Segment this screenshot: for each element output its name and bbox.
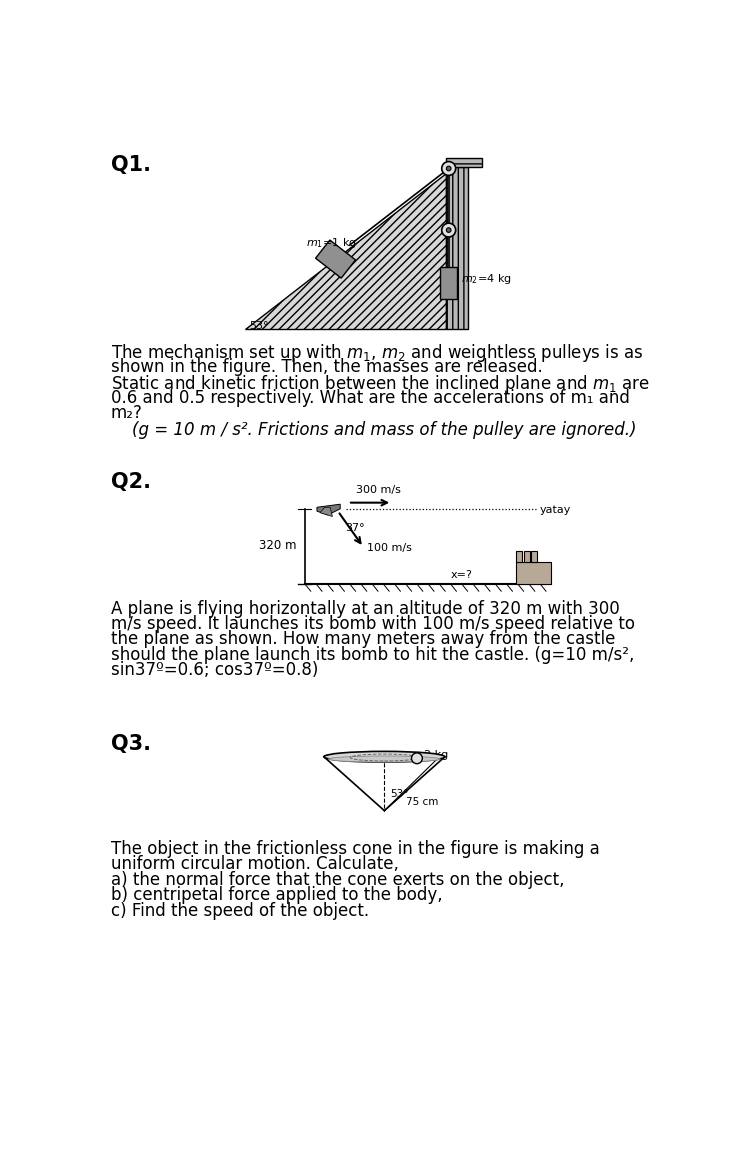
Polygon shape	[516, 562, 551, 583]
Text: shown in the figure. Then, the masses are released.: shown in the figure. Then, the masses ar…	[111, 358, 542, 375]
Text: uniform circular motion. Calculate,: uniform circular motion. Calculate,	[111, 855, 399, 874]
Text: a) the normal force that the cone exerts on the object,: a) the normal force that the cone exerts…	[111, 870, 564, 889]
Text: m/s speed. It launches its bomb with 100 m/s speed relative to: m/s speed. It launches its bomb with 100…	[111, 615, 634, 633]
Text: 320 m: 320 m	[260, 540, 297, 552]
Polygon shape	[532, 551, 538, 562]
Circle shape	[442, 162, 456, 176]
Text: 2 kg: 2 kg	[424, 751, 448, 760]
Text: 100 m/s: 100 m/s	[368, 543, 413, 554]
Polygon shape	[244, 174, 446, 330]
Text: x=?: x=?	[450, 570, 472, 581]
Text: Q1.: Q1.	[111, 155, 151, 175]
Text: Static and kinetic friction between the inclined plane and $m_1$ are: Static and kinetic friction between the …	[111, 373, 650, 395]
Ellipse shape	[324, 752, 445, 762]
Text: 300 m/s: 300 m/s	[356, 484, 401, 495]
Text: $m_2$=4 kg: $m_2$=4 kg	[461, 272, 512, 285]
Text: sin37º=0.6; cos37º=0.8): sin37º=0.6; cos37º=0.8)	[111, 662, 318, 679]
Circle shape	[412, 753, 422, 764]
Polygon shape	[440, 267, 458, 299]
Polygon shape	[446, 157, 482, 167]
Polygon shape	[320, 507, 332, 516]
Ellipse shape	[328, 755, 440, 762]
Polygon shape	[317, 504, 340, 515]
Text: should the plane launch its bomb to hit the castle. (g=10 m/s²,: should the plane launch its bomb to hit …	[111, 646, 634, 664]
Text: b) centripetal force applied to the body,: b) centripetal force applied to the body…	[111, 886, 442, 904]
Polygon shape	[516, 551, 522, 562]
Circle shape	[442, 223, 456, 237]
Text: The object in the frictionless cone in the figure is making a: The object in the frictionless cone in t…	[111, 840, 599, 857]
Text: m₂?: m₂?	[111, 405, 142, 422]
Text: (g = 10 m / s². Frictions and mass of the pulley are ignored.): (g = 10 m / s². Frictions and mass of th…	[111, 421, 636, 439]
Text: A plane is flying horizontally at an altitude of 320 m with 300: A plane is flying horizontally at an alt…	[111, 599, 620, 618]
Text: Q2.: Q2.	[111, 472, 151, 491]
Text: 75 cm: 75 cm	[406, 796, 439, 807]
Circle shape	[446, 228, 451, 232]
Text: yatay: yatay	[539, 506, 571, 515]
Text: 53°: 53°	[249, 321, 268, 331]
Text: c) Find the speed of the object.: c) Find the speed of the object.	[111, 902, 369, 920]
Text: the plane as shown. How many meters away from the castle: the plane as shown. How many meters away…	[111, 630, 615, 649]
Text: Q3.: Q3.	[111, 733, 151, 754]
Circle shape	[446, 167, 451, 171]
Text: 53°: 53°	[391, 789, 409, 799]
Text: The mechanism set up with $m_1$, $m_2$ and weightless pulleys is as: The mechanism set up with $m_1$, $m_2$ a…	[111, 343, 644, 365]
Polygon shape	[446, 167, 468, 330]
Text: $m_1$=1 kg: $m_1$=1 kg	[306, 236, 357, 250]
Polygon shape	[524, 551, 530, 562]
Polygon shape	[316, 240, 356, 278]
Text: 37°: 37°	[345, 523, 364, 533]
Text: 0.6 and 0.5 respectively. What are the accelerations of m₁ and: 0.6 and 0.5 respectively. What are the a…	[111, 388, 630, 407]
